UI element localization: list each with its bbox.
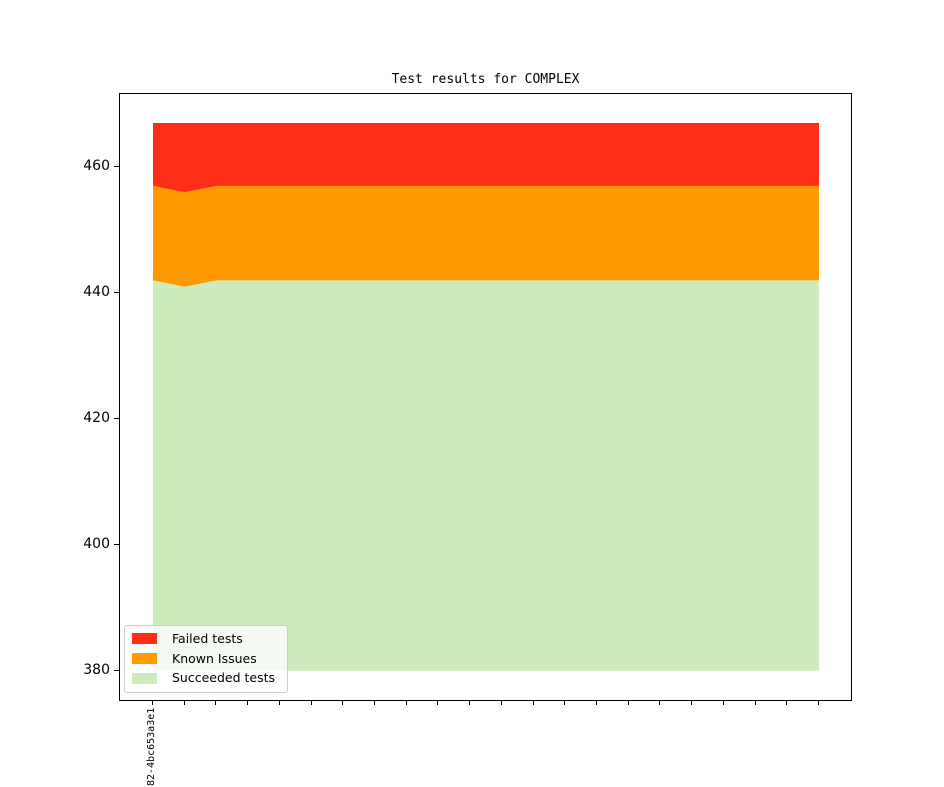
legend-swatch-known-issues xyxy=(132,653,157,664)
x-tick xyxy=(215,701,216,705)
x-tick-label: 82-4bc653a3e1 xyxy=(146,707,157,786)
x-tick xyxy=(723,701,724,705)
failed-tests-area xyxy=(153,123,819,193)
x-tick xyxy=(818,701,819,705)
legend-item-known-issues: Known Issues xyxy=(132,649,279,669)
x-tick xyxy=(311,701,312,705)
x-tick xyxy=(437,701,438,705)
x-tick xyxy=(786,701,787,705)
x-tick xyxy=(628,701,629,705)
y-tick-label: 440 xyxy=(83,284,110,300)
x-tick xyxy=(469,701,470,705)
x-tick xyxy=(533,701,534,705)
x-tick xyxy=(596,701,597,705)
x-tick xyxy=(152,701,153,705)
x-tick xyxy=(342,701,343,705)
y-tick-label: 460 xyxy=(83,158,110,174)
y-tick xyxy=(114,292,119,293)
x-tick xyxy=(501,701,502,705)
legend-item-failed-tests: Failed tests xyxy=(132,629,279,649)
known-issues-area xyxy=(153,185,819,287)
y-tick xyxy=(114,544,119,545)
legend-swatch-succeeded-tests xyxy=(132,672,157,684)
legend-label-succeeded-tests: Succeeded tests xyxy=(172,670,276,686)
x-tick xyxy=(184,701,185,705)
succeeded-tests-area xyxy=(153,280,819,671)
x-tick xyxy=(279,701,280,705)
stacked-areas-svg xyxy=(153,123,819,671)
x-tick xyxy=(659,701,660,705)
legend-swatch-failed-tests xyxy=(132,633,157,645)
y-tick-label: 420 xyxy=(83,410,110,426)
legend-item-succeeded-tests: Succeeded tests xyxy=(132,668,279,688)
x-tick xyxy=(691,701,692,705)
y-tick xyxy=(114,670,119,671)
y-tick xyxy=(114,166,119,167)
x-tick xyxy=(406,701,407,705)
x-tick xyxy=(374,701,375,705)
legend: Failed tests Known Issues Succeeded test… xyxy=(124,625,288,693)
x-tick xyxy=(755,701,756,705)
legend-label-known-issues: Known Issues xyxy=(172,650,257,666)
legend-label-failed-tests: Failed tests xyxy=(172,630,243,646)
y-tick-label: 400 xyxy=(83,536,110,552)
y-tick-label: 380 xyxy=(83,662,110,678)
plot-area xyxy=(119,93,852,701)
chart-title: Test results for COMPLEX xyxy=(391,72,580,87)
x-tick xyxy=(564,701,565,705)
y-tick xyxy=(114,418,119,419)
x-tick xyxy=(247,701,248,705)
